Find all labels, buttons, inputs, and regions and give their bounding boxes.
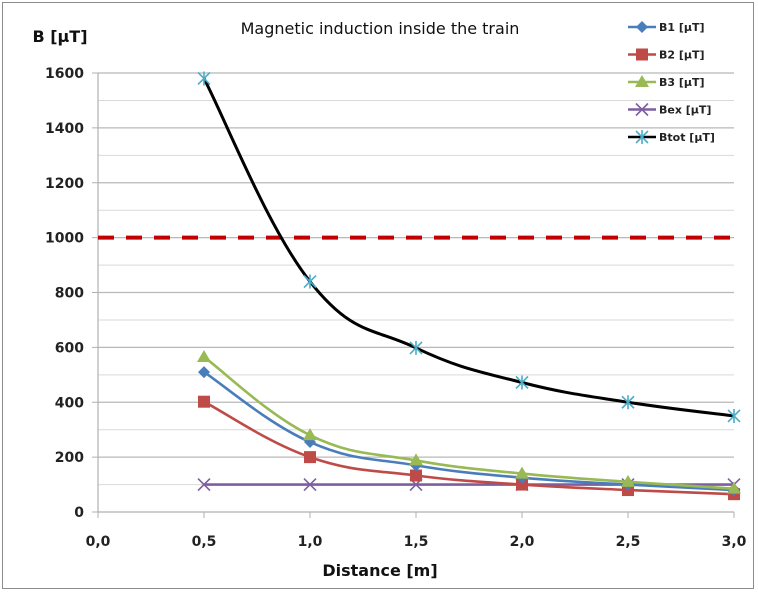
x-tick-labels: 0,0 0,5 1,0 1,5 2,0 2,5 3,0 — [86, 534, 747, 550]
data-point-btot — [727, 408, 741, 423]
legend-label: Btot [µT] — [659, 131, 715, 144]
legend: B1 [µT] B2 [µT] B3 [µT] Bex [µT] Btot [µT] — [628, 21, 715, 144]
legend-swatch-marker — [635, 102, 649, 117]
y-tick-label: 800 — [55, 286, 84, 302]
legend-swatch-marker — [635, 75, 649, 87]
series-line-b3 — [203, 355, 735, 490]
y-tick-label: 0 — [74, 505, 84, 521]
legend-label: B3 [µT] — [659, 76, 705, 89]
data-point-b3 — [515, 466, 529, 479]
data-point-bex — [303, 477, 317, 492]
y-tick-label: 400 — [55, 395, 84, 411]
legend-item-b2: B2 [µT] — [628, 48, 705, 62]
legend-swatch-marker — [636, 48, 648, 61]
legend-swatch-marker — [635, 130, 649, 144]
legend-item-btot: Btot [µT] — [628, 130, 715, 144]
marker-stroke — [197, 477, 211, 492]
data-point-btot — [197, 71, 211, 86]
series-line-b2 — [203, 400, 735, 496]
series-group — [197, 71, 741, 501]
x-tick-label: 3,0 — [722, 534, 747, 550]
series-btot — [197, 71, 741, 423]
data-point-b3 — [197, 349, 211, 362]
chart-title: Magnetic induction inside the train — [241, 19, 520, 38]
y-tick-label: 200 — [55, 450, 84, 466]
legend-item-bex: Bex [µT] — [628, 102, 711, 117]
series-line-b1 — [203, 370, 735, 492]
data-point-b3 — [621, 474, 635, 487]
data-point-btot — [621, 395, 635, 410]
legend-label: Bex [µT] — [659, 104, 711, 117]
x-tick-label: 1,0 — [298, 534, 323, 550]
y-tick-label: 1600 — [45, 66, 84, 82]
data-point-btot — [409, 340, 423, 355]
series-line-btot — [202, 77, 735, 418]
x-tick-label: 0,0 — [86, 534, 111, 550]
y-tick-label: 1200 — [45, 176, 84, 192]
legend-label: B1 [µT] — [659, 21, 705, 34]
data-point-btot — [515, 375, 529, 390]
data-point-b2 — [198, 395, 210, 408]
data-point-b2 — [410, 469, 422, 482]
legend-label: B2 [µT] — [659, 49, 705, 62]
x-tick-label: 0,5 — [192, 534, 217, 550]
y-tick-labels: 0 200 400 600 800 1000 1200 1400 1600 — [45, 66, 84, 521]
data-point-b3 — [727, 481, 741, 494]
series-b3 — [197, 349, 741, 494]
x-axis-title: Distance [m] — [322, 561, 437, 580]
legend-item-b1: B1 [µT] — [628, 21, 705, 34]
x-tick-label: 2,5 — [616, 534, 641, 550]
series-b1 — [198, 366, 740, 497]
marker-stroke — [303, 477, 317, 492]
data-point-bex — [197, 477, 211, 492]
data-point-b3 — [303, 428, 317, 441]
data-point-b3 — [409, 453, 423, 466]
data-point-btot — [303, 274, 317, 289]
axes — [92, 72, 735, 518]
y-tick-label: 600 — [55, 340, 84, 356]
data-point-b1 — [198, 366, 210, 379]
x-tick-label: 1,5 — [404, 534, 429, 550]
data-point-b2 — [304, 451, 316, 464]
data-point-b2 — [516, 478, 528, 491]
legend-swatch-marker — [636, 21, 648, 33]
x-tick-label: 2,0 — [510, 534, 535, 550]
y-tick-label: 1400 — [45, 121, 84, 137]
y-axis-title: B [µT] — [32, 27, 87, 46]
legend-item-b3: B3 [µT] — [628, 75, 705, 89]
gridlines — [98, 72, 734, 486]
y-tick-label: 1000 — [45, 231, 84, 247]
marker-stroke — [635, 102, 649, 117]
